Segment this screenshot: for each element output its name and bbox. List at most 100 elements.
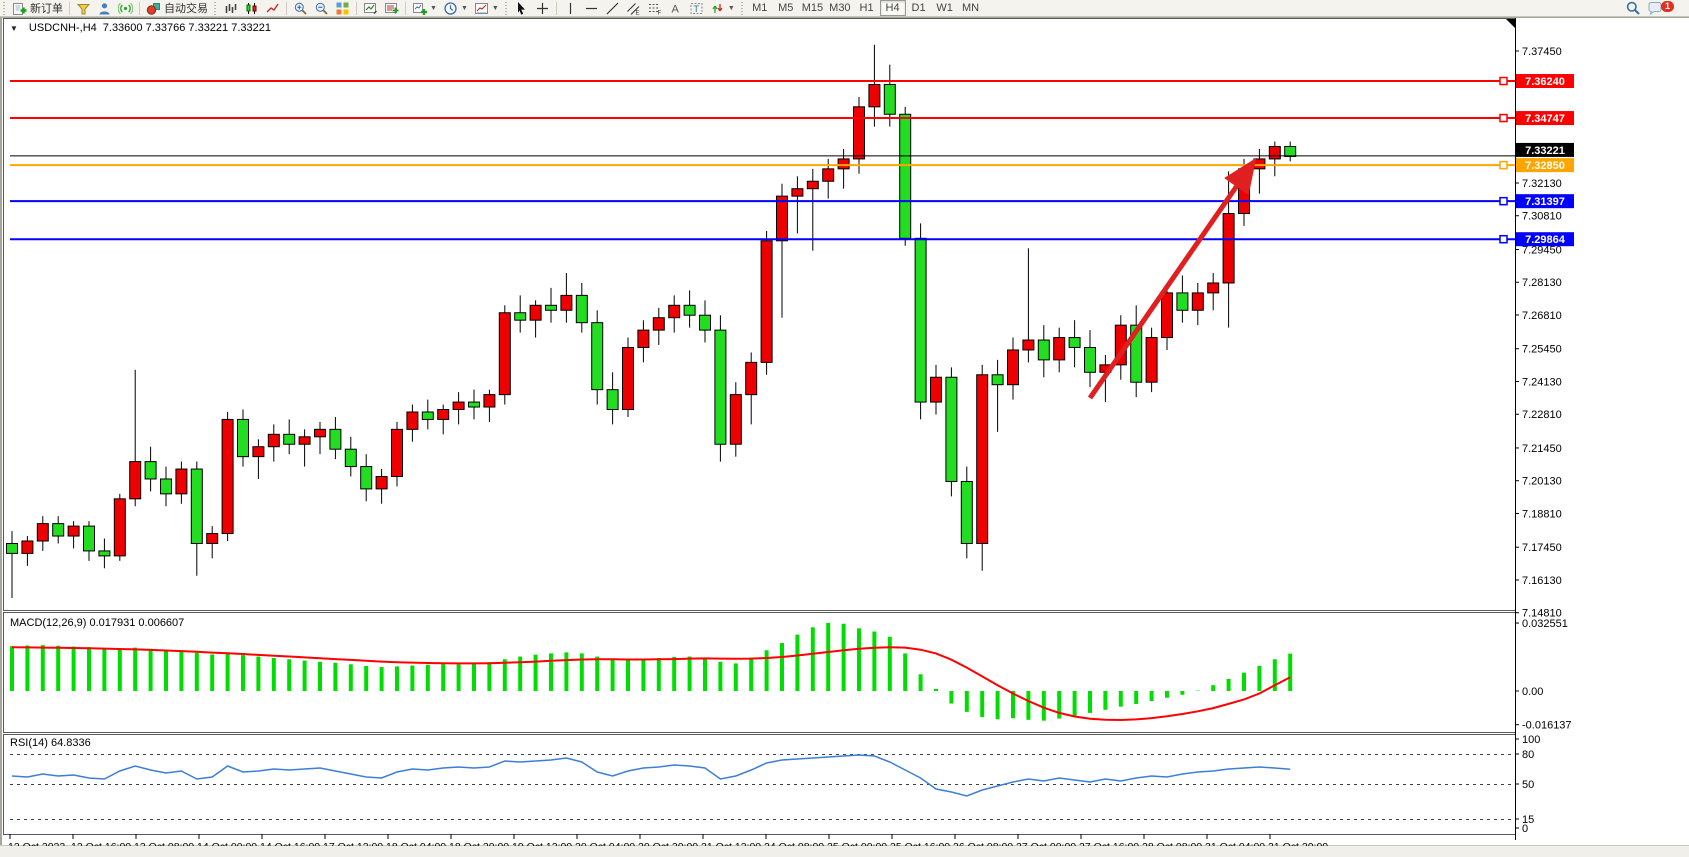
time-tick-label: 12 Oct 2022 <box>8 841 65 846</box>
cursor-button[interactable] <box>511 0 532 16</box>
market-watch-button[interactable] <box>94 0 115 16</box>
chevron-down-icon: ▼ <box>491 4 499 12</box>
candle-body <box>960 480 973 544</box>
price-tick-label: 7.16130 <box>1522 575 1562 587</box>
candle-body <box>622 346 634 411</box>
candle-body <box>1145 337 1158 383</box>
price-label-text: 7.31397 <box>1525 196 1565 208</box>
trendline-icon <box>605 1 620 16</box>
timeframe-M1[interactable]: M1 <box>747 0 773 16</box>
crosshair-button[interactable] <box>532 0 553 16</box>
market-watch-icon <box>97 1 112 16</box>
new-order-button[interactable]: 新订单 <box>9 0 66 16</box>
toolbar-grip[interactable] <box>739 1 745 15</box>
candle-body <box>83 525 95 552</box>
vertical-line-button[interactable] <box>560 0 581 16</box>
candle-body <box>391 428 403 477</box>
candle-body <box>252 446 265 458</box>
horizontal-line-button[interactable] <box>581 0 602 16</box>
candlestick-series[interactable] <box>6 44 1297 599</box>
price-tick-label: 7.18810 <box>1522 508 1562 520</box>
indicators-button[interactable] <box>360 0 381 16</box>
candle-body <box>745 361 758 396</box>
horizontal-line-7.31397[interactable]: 7.31397 <box>10 194 1574 209</box>
bar-chart-button[interactable] <box>220 0 241 16</box>
tile-windows-icon <box>335 1 350 16</box>
toolbar-grip[interactable] <box>2 1 7 15</box>
candle-body <box>976 374 989 544</box>
candle-body <box>1268 146 1281 160</box>
timeframe-M15[interactable]: M15 <box>799 0 826 16</box>
signal-button[interactable] <box>115 0 136 16</box>
timeframe-M30[interactable]: M30 <box>826 0 853 16</box>
candlestick-chart-icon <box>244 1 259 16</box>
zoom-in-button[interactable] <box>290 0 311 16</box>
toolbar-grip[interactable] <box>213 1 218 15</box>
candle-body <box>776 195 788 242</box>
timeframe-MN[interactable]: MN <box>958 0 984 16</box>
text-button[interactable]: A <box>665 0 686 16</box>
timeframe-M5[interactable]: M5 <box>773 0 799 16</box>
chart-window[interactable]: ▼ USDCNH-,H4 7.33600 7.33766 7.33221 7.332… <box>0 17 1689 846</box>
equidistant-channel-button[interactable]: E <box>623 0 644 16</box>
timeframe-H1[interactable]: H1 <box>854 0 880 16</box>
periods-button[interactable]: ▼ <box>440 0 471 16</box>
candle-body <box>483 394 496 408</box>
candle-body <box>190 468 203 544</box>
candle-body <box>868 83 881 108</box>
auto-trading-button[interactable]: 自动交易 <box>143 0 211 16</box>
candle-body <box>160 478 172 495</box>
candle-body <box>575 294 588 324</box>
horizontal-line-7.29864[interactable]: 7.29864 <box>10 232 1574 247</box>
line-chart-button[interactable] <box>262 0 283 16</box>
candle-body <box>683 304 696 316</box>
new-order-icon <box>12 1 27 16</box>
candle-body <box>1037 339 1050 361</box>
trendline-button[interactable] <box>602 0 623 16</box>
time-tick-label: 25 Oct 00:00 <box>827 841 887 846</box>
time-tick-label: 26 Oct 08:00 <box>953 841 1013 846</box>
chat-button[interactable]: 1 <box>1644 0 1683 16</box>
bar-chart-icon <box>223 1 238 16</box>
candle-body <box>329 428 342 450</box>
candle-body <box>837 158 850 170</box>
cursor-icon <box>514 1 529 16</box>
fibonacci-button[interactable]: F <box>644 0 665 16</box>
text-icon: A <box>668 1 683 16</box>
macd-signal-line <box>11 646 1291 722</box>
search-button[interactable] <box>1622 0 1644 16</box>
horizontal-line-7.34747[interactable]: 7.34747 <box>10 111 1574 126</box>
candlestick-chart-button[interactable] <box>241 0 262 16</box>
price-chart-canvas[interactable]: 7.374507.361307.348107.334507.321307.308… <box>2 18 1689 846</box>
auto-trading-label: 自动交易 <box>164 3 208 15</box>
candle-body <box>1084 346 1096 373</box>
toolbar-grip[interactable] <box>503 1 509 15</box>
rsi-axis-label: 80 <box>1522 749 1534 761</box>
timeframe-D1[interactable]: D1 <box>906 0 932 16</box>
indicator-axes: 0.032551 0.00 -0.016137 100 80 50 150 <box>1515 618 1572 835</box>
equidistant-channel-icon: E <box>626 1 641 16</box>
price-tick-label: 7.24130 <box>1522 376 1562 388</box>
timeframe-W1[interactable]: W1 <box>932 0 958 16</box>
zoom-out-button[interactable] <box>311 0 332 16</box>
arrows-button[interactable]: ▼ <box>707 0 738 16</box>
trend-arrow[interactable] <box>1087 157 1257 400</box>
tile-windows-button[interactable] <box>332 0 353 16</box>
candle-body <box>175 468 188 495</box>
candle-body <box>991 374 1004 386</box>
indicator-list-button[interactable] <box>381 0 402 16</box>
time-tick-label: 14 Oct 00:00 <box>197 841 257 846</box>
candle-body <box>1068 337 1081 348</box>
text-label-button[interactable]: T <box>686 0 707 16</box>
horizontal-line-7.32850[interactable]: 7.32850 <box>10 158 1574 173</box>
horizontal-line-7.36240[interactable]: 7.36240 <box>10 74 1574 88</box>
candle-body <box>98 550 111 557</box>
funnel-button[interactable] <box>73 0 94 16</box>
symbol-dropdown-icon[interactable]: ▼ <box>10 24 18 33</box>
timeframe-H4[interactable]: H4 <box>879 0 906 16</box>
new-chart-button[interactable]: ▼ <box>409 0 440 16</box>
price-label-text: 7.29864 <box>1525 234 1566 246</box>
rsi-line <box>11 754 1291 797</box>
rsi-axis-label: 100 <box>1522 734 1540 746</box>
templates-button[interactable]: ▼ <box>471 0 502 16</box>
